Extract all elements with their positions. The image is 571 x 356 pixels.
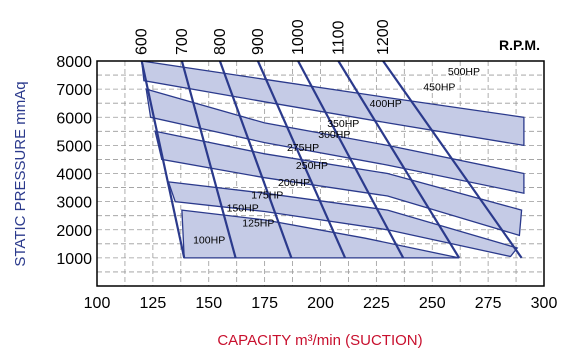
rpm-labels: 600 700 800 900 1000 1100 1200	[134, 19, 392, 55]
y-tick-label: 2000	[56, 223, 92, 240]
hp-label: 500HP	[448, 66, 480, 78]
rpm-label: 800	[212, 28, 229, 55]
y-tick-label: 5000	[56, 138, 92, 155]
rpm-label: 900	[250, 28, 267, 55]
rpm-unit-label: R.P.M.	[499, 37, 540, 53]
rpm-line-900	[256, 61, 347, 259]
rpm-line-1200	[382, 61, 523, 259]
rpm-label: 1100	[330, 20, 347, 55]
y-axis-title: STATIC PRESSURE mmAq	[12, 81, 29, 266]
x-axis-title: CAPACITY m³/min (SUCTION)	[217, 332, 422, 349]
hp-label: 125HP	[242, 218, 274, 230]
y-tick-labels: 1000 2000 3000 4000 5000 6000 7000 8000	[56, 54, 92, 268]
y-tick-label: 7000	[56, 82, 92, 99]
x-tick-labels: 100 125 150 175 200 225 250 275 300	[84, 295, 558, 312]
hp-label: 275HP	[287, 142, 319, 154]
x-tick-label: 275	[475, 295, 502, 312]
x-tick-label: 300	[531, 295, 558, 312]
x-tick-label: 100	[84, 295, 111, 312]
rpm-label: 1000	[290, 19, 307, 55]
x-tick-label: 250	[419, 295, 446, 312]
hp-label: 200HP	[278, 177, 310, 189]
hp-band	[167, 181, 519, 258]
hp-label: 150HP	[227, 202, 259, 214]
y-tick-label: 6000	[56, 110, 92, 127]
hp-label: 250HP	[296, 160, 328, 172]
rpm-line-600	[140, 61, 186, 259]
x-tick-label: 125	[140, 295, 167, 312]
rpm-label: 700	[174, 28, 191, 55]
rpm-line-1100	[337, 61, 461, 259]
rpm-line-1000	[297, 61, 405, 259]
y-tick-label: 3000	[56, 195, 92, 212]
x-tick-label: 150	[195, 295, 222, 312]
hp-label: 350HP	[327, 118, 359, 130]
hp-label: 400HP	[370, 98, 402, 110]
hp-band	[145, 88, 525, 194]
y-tick-label: 8000	[56, 54, 92, 71]
hp-label: 450HP	[423, 81, 455, 93]
x-tick-label: 175	[251, 295, 278, 312]
x-tick-label: 200	[307, 295, 334, 312]
x-tick-label: 225	[363, 295, 390, 312]
hp-label: 175HP	[251, 190, 283, 202]
y-tick-label: 1000	[56, 251, 92, 268]
y-tick-label: 4000	[56, 167, 92, 184]
rpm-label: 600	[134, 28, 151, 55]
hp-label: 300HP	[318, 129, 350, 141]
rpm-line-700	[180, 61, 237, 259]
rpm-lines	[140, 61, 523, 259]
hp-band	[154, 130, 523, 237]
rpm-line-800	[218, 61, 293, 259]
plot-frame	[96, 60, 545, 287]
hp-label: 100HP	[193, 235, 225, 247]
rpm-label: 1200	[375, 19, 392, 55]
